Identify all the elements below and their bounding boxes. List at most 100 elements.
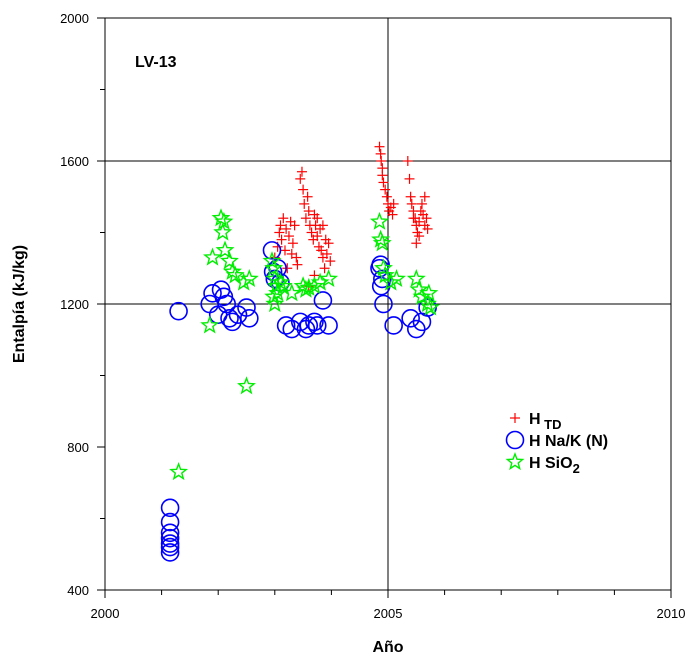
data-point-h-sio2 — [234, 272, 254, 291]
data-point-h-na-k — [208, 305, 228, 325]
data-point-h-na-k — [305, 312, 324, 332]
data-point-h-na-k — [276, 316, 296, 335]
data-point-h-td — [411, 238, 422, 249]
data-point-h-td — [281, 223, 292, 234]
data-point-h-td — [416, 198, 427, 209]
data-point-h-td — [421, 213, 432, 224]
data-point-h-sio2 — [239, 269, 259, 287]
data-point-h-na-k — [401, 308, 420, 328]
data-point-h-td — [312, 231, 323, 242]
data-point-h-sio2 — [273, 276, 293, 295]
data-point-h-sio2 — [420, 297, 440, 316]
data-point-h-td — [299, 198, 310, 209]
data-point-h-na-k — [169, 301, 188, 321]
y-tick-label: 400 — [67, 583, 89, 598]
x-tick-label: 2005 — [374, 606, 403, 621]
data-point-h-td — [303, 206, 314, 217]
data-point-h-na-k — [373, 269, 392, 289]
data-point-h-td — [291, 252, 302, 263]
data-point-h-td — [414, 216, 425, 227]
y-tick-label: 800 — [67, 440, 89, 455]
data-point-h-td — [414, 231, 425, 242]
data-point-h-sio2 — [370, 211, 389, 230]
data-point-h-sio2 — [304, 276, 324, 295]
data-point-h-na-k — [160, 543, 180, 562]
data-point-h-na-k — [262, 241, 282, 260]
data-point-h-na-k — [406, 319, 426, 339]
legend-entry-label: H TD — [529, 411, 562, 432]
data-point-h-td — [278, 213, 289, 224]
data-point-h-td — [296, 166, 307, 177]
y-axis-title: Entalpía (kJ/kg) — [11, 245, 28, 363]
data-point-h-sio2 — [200, 315, 220, 334]
data-point-h-na-k — [160, 498, 180, 518]
y-tick-label: 2000 — [60, 11, 89, 26]
data-point-h-sio2 — [214, 211, 234, 230]
data-point-h-td — [292, 259, 303, 270]
data-point-h-sio2 — [409, 279, 429, 298]
data-point-h-td — [377, 163, 388, 174]
data-point-h-na-k — [307, 316, 327, 335]
legend-entry-label: H Na/K (N) — [529, 433, 608, 450]
data-point-h-td — [282, 263, 293, 274]
legend-marker — [510, 413, 520, 423]
data-point-h-td — [317, 220, 328, 231]
data-point-h-sio2 — [372, 233, 392, 252]
data-point-h-sio2 — [211, 208, 231, 227]
panel-label: LV-13 — [135, 54, 177, 71]
data-point-h-td — [408, 213, 419, 224]
x-tick-label: 2000 — [91, 606, 120, 621]
data-point-h-sio2 — [412, 286, 432, 305]
data-point-h-td — [276, 234, 287, 245]
data-point-h-na-k — [313, 291, 333, 310]
plot-frame — [104, 17, 672, 591]
data-point-h-sio2 — [215, 240, 235, 259]
axis-ticks: 2000 2005 2010 400 800 1200 1600 2000 — [60, 11, 685, 621]
data-point-h-na-k — [319, 316, 338, 335]
y-tick-label: 1200 — [60, 297, 89, 312]
data-point-h-td — [287, 238, 298, 249]
data-point-h-td — [279, 245, 290, 256]
data-point-h-sio2 — [387, 269, 406, 287]
data-point-h-td — [274, 227, 285, 238]
data-point-h-td — [289, 220, 300, 231]
data-point-h-td — [381, 191, 392, 202]
data-point-h-td — [325, 256, 336, 267]
data-point-h-td — [405, 191, 416, 202]
data-point-h-na-k — [160, 537, 180, 557]
data-point-h-na-k — [240, 308, 259, 328]
data-point-h-td — [402, 156, 413, 166]
data-point-h-td — [387, 209, 398, 220]
data-point-h-sio2 — [375, 265, 395, 284]
data-point-h-sio2 — [264, 258, 284, 277]
data-point-h-td — [316, 245, 327, 256]
data-point-h-td — [406, 198, 417, 209]
x-tick-label: 2010 — [657, 606, 686, 621]
data-point-h-sio2 — [203, 247, 222, 266]
data-point-h-sio2 — [264, 286, 284, 305]
y-tick-label: 1600 — [60, 154, 89, 169]
data-point-h-na-k — [160, 528, 180, 548]
series-h-sio2 — [169, 208, 440, 481]
data-point-h-td — [312, 213, 323, 224]
data-point-h-na-k — [237, 298, 256, 317]
data-point-h-sio2 — [222, 261, 242, 280]
legend-marker — [505, 452, 525, 471]
data-point-h-td — [404, 173, 415, 184]
data-point-h-td — [376, 156, 387, 166]
data-point-h-td — [283, 231, 294, 242]
data-point-h-na-k — [220, 308, 239, 328]
data-point-h-na-k — [160, 523, 180, 543]
data-point-h-td — [388, 198, 399, 209]
x-axis-title: Año — [372, 639, 403, 656]
data-point-h-td — [298, 184, 309, 195]
data-point-h-sio2 — [169, 462, 189, 481]
data-point-h-sio2 — [319, 269, 339, 287]
data-point-h-na-k — [384, 316, 403, 335]
data-point-h-sio2 — [271, 272, 290, 291]
data-point-h-sio2 — [299, 277, 319, 297]
data-point-h-sio2 — [418, 294, 438, 313]
data-point-h-na-k — [418, 298, 437, 317]
data-point-h-td — [419, 191, 430, 202]
data-point-h-na-k — [374, 294, 393, 314]
